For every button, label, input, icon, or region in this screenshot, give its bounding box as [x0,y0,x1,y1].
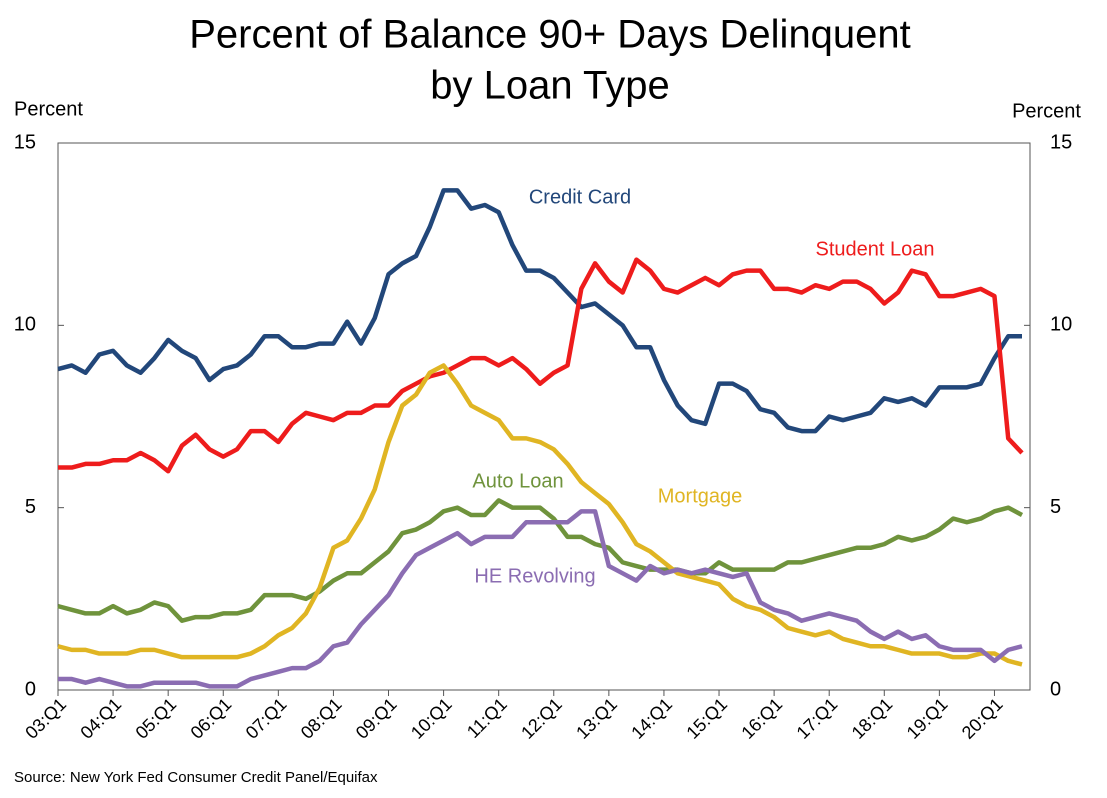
x-tick-label: 15:Q1 [682,694,731,743]
x-tick-label: 13:Q1 [572,694,621,743]
x-tick-label: 10:Q1 [407,694,456,743]
x-tick-label: 14:Q1 [627,694,676,743]
x-tick-label: 20:Q1 [958,694,1007,743]
chart-title: by Loan Type [430,64,669,108]
x-tick-label: 05:Q1 [132,694,181,743]
series-line [57,498,1024,623]
series-line [58,509,1023,689]
y-tick-label: 10 [14,314,36,336]
series-label: Auto Loan [472,470,563,492]
y2-tick-label: 5 [1050,496,1061,518]
plot-frame [57,142,1031,691]
series-label: Credit Card [529,186,631,208]
x-tick-label: 11:Q1 [463,694,511,742]
x-tick-label: 03:Q1 [21,694,70,743]
y-axis-label: Percent [14,98,83,120]
x-tick-label: 16:Q1 [737,694,786,743]
x-tick-label: 09:Q1 [352,694,401,743]
x-tick-label: 06:Q1 [187,694,236,743]
x-tick-label: 18:Q1 [848,694,897,743]
y2-tick-label: 10 [1050,314,1072,336]
x-tick-label: 04:Q1 [76,694,125,743]
y-tick-label: 15 [14,131,36,153]
series-line [57,363,1023,667]
series-line [57,188,1022,434]
x-tick-label: 12:Q1 [517,694,566,743]
chart-title: Percent of Balance 90+ Days Delinquent [189,13,911,57]
y2-axis-label: Percent [1012,100,1081,122]
series-line [58,257,1024,474]
source-note: Source: New York Fed Consumer Credit Pan… [14,769,378,786]
y2-tick-label: 15 [1050,131,1072,153]
x-tick-label: 07:Q1 [242,694,291,743]
y-tick-label: 0 [25,678,36,700]
x-tick-label: 19:Q1 [903,694,952,743]
x-tick-label: 08:Q1 [297,694,346,743]
series-label: Mortgage [658,485,743,507]
x-tick-label: 17:Q1 [793,694,842,743]
series-label: HE Revolving [474,565,595,587]
y-tick-label: 5 [25,496,36,518]
series-label: Student Loan [816,238,935,260]
y2-tick-label: 0 [1050,678,1061,700]
